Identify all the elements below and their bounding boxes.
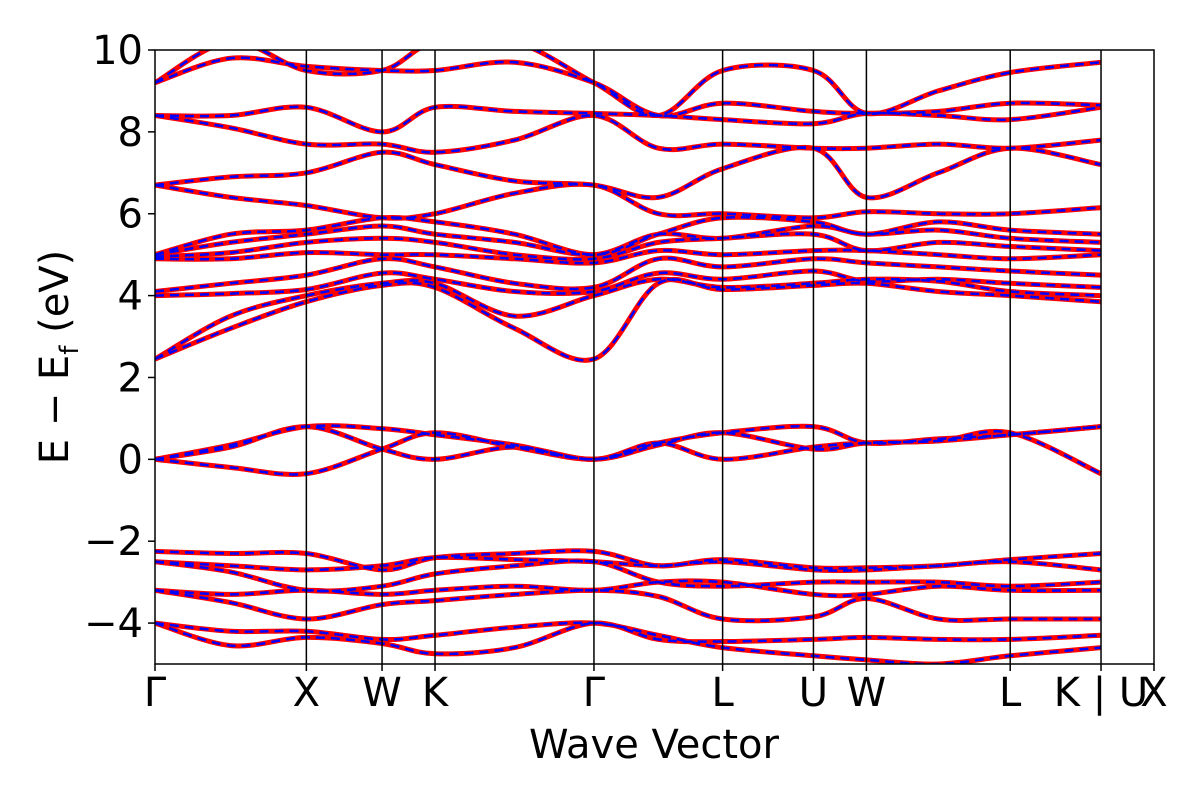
band-line-blue-12 — [155, 269, 1102, 297]
band-line-blue-0 — [155, 621, 1102, 656]
y-tick-label: 6 — [118, 192, 143, 238]
band-line-blue-14 — [155, 248, 1102, 265]
band-line-blue-13 — [155, 256, 1102, 293]
x-tick-label: W — [362, 670, 402, 716]
band-line-red-20 — [155, 112, 1102, 155]
band-line-blue-5 — [155, 556, 1102, 572]
band-line-blue-2 — [155, 589, 1101, 622]
y-axis-title: E − Ef (eV) — [32, 250, 85, 465]
x-tick-label: X — [293, 670, 320, 716]
high-symmetry-lines — [305, 50, 1102, 664]
y-tick-label: 10 — [92, 28, 143, 74]
y-tick-label: 2 — [118, 355, 143, 401]
y-tick-label: 8 — [118, 110, 143, 156]
y-axis: −4 −2 0 2 4 6 8 10 — [84, 28, 155, 647]
band-line-blue-6 — [155, 549, 1102, 572]
band-line-blue-20 — [155, 114, 1102, 154]
x-tick-label: L — [711, 670, 734, 716]
y-tick-label: −2 — [84, 519, 143, 565]
x-tick-label: U — [799, 670, 828, 716]
y-axis-title-main: E − E — [32, 355, 78, 465]
band-line-blue-1 — [155, 621, 1102, 664]
x-tick-label: K | U — [1054, 670, 1148, 716]
x-tick-label: Γ — [144, 670, 167, 716]
x-tick-label: K — [422, 670, 450, 716]
y-axis-title-subscript: f — [55, 345, 85, 355]
band-line-blue-23 — [155, 50, 1102, 117]
x-tick-label: W — [847, 670, 887, 716]
band-line-blue-18 — [155, 182, 1102, 220]
band-line-blue-9 — [155, 430, 1102, 476]
y-tick-label: −4 — [84, 601, 143, 647]
band-line-blue-17 — [155, 215, 1102, 256]
x-tick-label: Γ — [583, 670, 606, 716]
plot-frame — [154, 49, 1155, 665]
band-line-blue-10 — [155, 278, 1102, 362]
bands-layer — [155, 50, 1103, 664]
x-tick-label: X — [1140, 670, 1167, 716]
y-tick-label: 4 — [118, 274, 143, 320]
band-line-blue-16 — [155, 224, 1102, 257]
band-line-blue-21 — [155, 105, 1102, 134]
x-axis-title: Wave Vector — [529, 722, 780, 768]
band-line-red-19 — [155, 144, 1102, 201]
band-line-blue-4 — [155, 559, 1102, 593]
band-line-blue-15 — [155, 232, 1102, 261]
x-tick-label: L — [999, 670, 1022, 716]
y-tick-label: 0 — [118, 437, 143, 483]
band-line-blue-22 — [155, 56, 1102, 118]
band-line-blue-11 — [155, 277, 1102, 361]
band-line-red-2 — [155, 587, 1101, 624]
y-axis-title-unit: (eV) — [32, 250, 78, 346]
band-line-blue-3 — [155, 579, 1102, 597]
